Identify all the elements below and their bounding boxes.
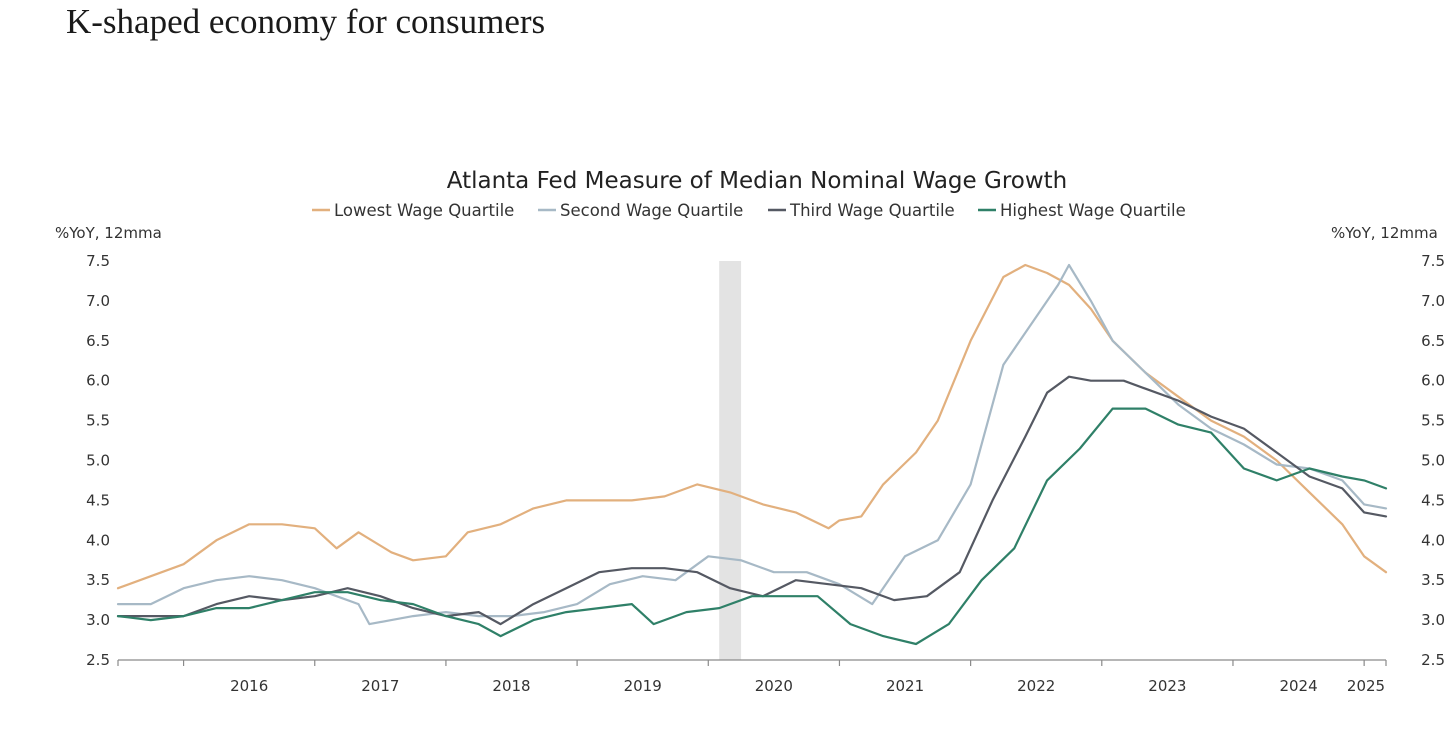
x-tick-label-4: 2020	[755, 677, 793, 695]
series-line-3	[116, 375, 1388, 626]
y-tick-right-6: 5.5	[1421, 412, 1445, 430]
legend-label-3: Third Wage Quartile	[789, 201, 955, 220]
x-tick-label-3: 2019	[624, 677, 662, 695]
y-tick-right-10: 7.5	[1421, 252, 1445, 270]
slide-title: K-shaped economy for consumers	[66, 2, 546, 41]
series-line-2	[116, 263, 1388, 626]
series-line-1	[116, 263, 1388, 590]
y-tick-right-5: 5.0	[1421, 452, 1445, 470]
y-tick-left-5: 5.0	[86, 452, 110, 470]
y-tick-right-1: 3.0	[1421, 611, 1445, 629]
x-tick-label-2: 2018	[492, 677, 530, 695]
y-tick-left-6: 5.5	[86, 412, 110, 430]
y-tick-left-8: 6.5	[86, 332, 110, 350]
y-tick-left-0: 2.5	[86, 651, 110, 669]
y-tick-right-0: 2.5	[1421, 651, 1445, 669]
y-tick-right-4: 4.5	[1421, 491, 1445, 509]
y-tick-right-9: 7.0	[1421, 292, 1445, 310]
shaded-period	[719, 261, 742, 660]
legend-label-1: Lowest Wage Quartile	[334, 201, 514, 220]
y-axis-unit-right: %YoY, 12mma	[1331, 224, 1438, 242]
y-tick-right-3: 4.0	[1421, 531, 1445, 549]
y-tick-right-7: 6.0	[1421, 372, 1445, 390]
x-tick-label-8: 2024	[1279, 677, 1317, 695]
y-tick-left-7: 6.0	[86, 372, 110, 390]
y-tick-left-9: 7.0	[86, 292, 110, 310]
y-tick-right-2: 3.5	[1421, 571, 1445, 589]
x-tick-label-7: 2023	[1148, 677, 1186, 695]
chart-title: Atlanta Fed Measure of Median Nominal Wa…	[447, 168, 1068, 194]
x-tick-label-0: 2016	[230, 677, 268, 695]
series-line-4	[116, 407, 1388, 646]
y-tick-left-1: 3.0	[86, 611, 110, 629]
x-tick-label-6: 2022	[1017, 677, 1055, 695]
y-tick-right-8: 6.5	[1421, 332, 1445, 350]
y-axis-unit-left: %YoY, 12mma	[55, 224, 162, 242]
y-tick-left-3: 4.0	[86, 531, 110, 549]
y-tick-left-2: 3.5	[86, 571, 110, 589]
x-tick-label-9: 2025	[1347, 677, 1385, 695]
legend-label-4: Highest Wage Quartile	[1000, 201, 1186, 220]
y-tick-left-10: 7.5	[86, 252, 110, 270]
y-tick-left-4: 4.5	[86, 491, 110, 509]
x-tick-label-1: 2017	[361, 677, 399, 695]
x-tick-label-5: 2021	[886, 677, 924, 695]
legend-label-2: Second Wage Quartile	[560, 201, 743, 220]
